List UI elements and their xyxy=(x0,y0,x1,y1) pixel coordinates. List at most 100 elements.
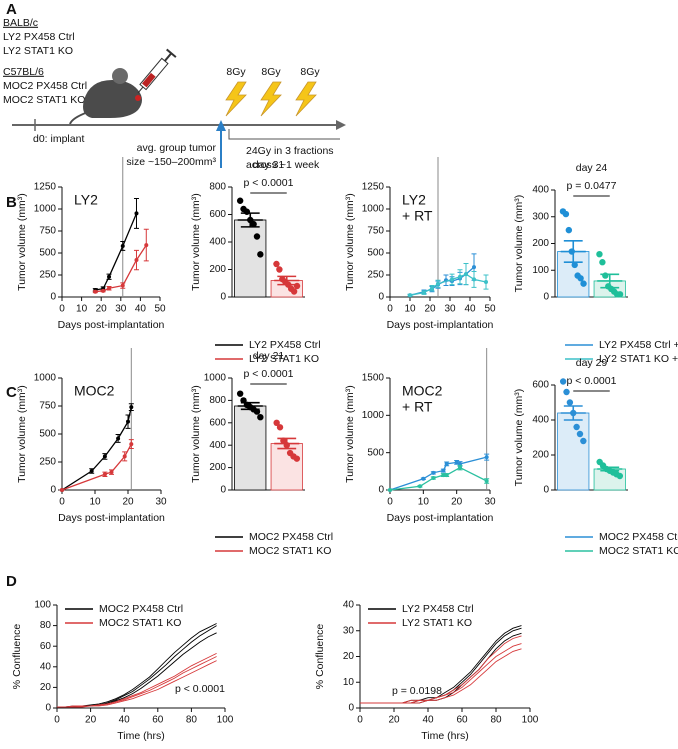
data-point xyxy=(458,465,462,470)
legend-label: LY2 STAT1 KO + RT xyxy=(599,353,678,365)
data-point xyxy=(431,470,436,475)
data-point xyxy=(102,454,107,459)
x-tick-label: 20 xyxy=(388,715,400,726)
timeline-arrowhead xyxy=(336,120,346,130)
radiation-bolt xyxy=(225,81,247,117)
p-value: p < 0.0001 xyxy=(244,368,294,380)
replicate-point xyxy=(276,424,284,431)
y-tick-label: 500 xyxy=(39,248,56,259)
y-tick-label: 800 xyxy=(209,395,226,406)
panel-label: D xyxy=(6,573,17,590)
y-tick-label: 600 xyxy=(209,209,226,220)
x-tick-label: 20 xyxy=(424,304,436,315)
y-tick-label: 600 xyxy=(532,380,549,391)
data-point xyxy=(418,484,422,489)
y-tick-label: 200 xyxy=(532,238,549,249)
y-tick-label: 750 xyxy=(367,226,384,237)
chart-title: day 31 xyxy=(253,159,285,171)
legend-label: LY2 PX458 Ctrl + RT xyxy=(599,339,678,351)
data-point xyxy=(472,265,476,270)
y-tick-label: 500 xyxy=(367,248,384,259)
y-tick-label: 500 xyxy=(39,429,56,440)
replicate-point xyxy=(566,399,574,406)
x-tick-label: 10 xyxy=(76,304,88,315)
data-point xyxy=(101,288,106,293)
replicate-point xyxy=(568,248,575,255)
x-tick-label: 0 xyxy=(59,497,65,508)
data-point xyxy=(484,280,488,285)
x-tick-label: 40 xyxy=(135,304,147,315)
x-tick-label: 80 xyxy=(186,715,198,726)
p-value: p < 0.0001 xyxy=(244,177,294,189)
legend-label: LY2 STAT1 KO xyxy=(402,617,472,629)
data-point xyxy=(421,476,426,481)
replicate-curve xyxy=(360,635,522,704)
replicate-point xyxy=(236,197,244,204)
legend-label: MOC2 PX458 Ctrl xyxy=(99,603,183,615)
y-tick-label: 250 xyxy=(39,457,56,468)
cell-line: LY2 PX458 Ctrl xyxy=(3,31,75,43)
y-tick-label: 400 xyxy=(209,237,226,248)
x-axis-label: Days post-implantation xyxy=(387,319,494,331)
y-axis-label: Tumor volume (mm³) xyxy=(513,195,525,293)
replicate-point xyxy=(616,291,624,298)
cell-line: MOC2 STAT1 KO xyxy=(3,94,85,106)
data-point xyxy=(102,472,107,477)
panel-label: C xyxy=(6,384,17,401)
series-line xyxy=(95,213,138,291)
dose-label: 8Gy xyxy=(226,66,246,78)
y-tick-label: 20 xyxy=(40,682,52,693)
p-value: p < 0.0001 xyxy=(567,375,617,387)
y-tick-label: 300 xyxy=(532,211,549,222)
y-axis-label: Tumor volume (mm³) xyxy=(513,389,525,487)
data-point xyxy=(122,454,127,459)
legend-label: MOC2 STAT1 KO + RT xyxy=(599,545,678,557)
replicate-curve xyxy=(57,632,217,708)
y-tick-label: 0 xyxy=(50,292,56,303)
y-tick-label: 0 xyxy=(348,703,354,714)
radiation-bolt xyxy=(260,81,282,117)
replicate-point xyxy=(580,280,587,287)
y-tick-label: 0 xyxy=(45,703,51,714)
x-tick-label: 100 xyxy=(217,715,234,726)
y-axis-label: % Confluence xyxy=(314,624,326,690)
x-tick-label: 50 xyxy=(484,304,496,315)
data-point xyxy=(129,442,134,447)
y-tick-label: 200 xyxy=(532,450,549,461)
y-tick-label: 1250 xyxy=(362,182,385,193)
mouse-icon xyxy=(69,68,142,125)
x-axis-label: Days post-implantation xyxy=(58,512,165,524)
cell-line: MOC2 PX458 Ctrl xyxy=(3,80,87,92)
replicate-point xyxy=(243,208,251,215)
y-tick-label: 80 xyxy=(40,620,52,631)
y-tick-label: 750 xyxy=(39,226,56,237)
data-point xyxy=(129,405,134,410)
y-tick-label: 750 xyxy=(39,401,56,412)
x-tick-label: 30 xyxy=(484,497,496,508)
x-axis-label: Time (hrs) xyxy=(421,730,468,742)
data-point xyxy=(458,274,462,279)
replicate-point xyxy=(283,442,290,449)
replicate-point xyxy=(257,251,264,258)
replicate-point xyxy=(257,414,264,421)
replicate-point xyxy=(596,251,603,258)
data-point xyxy=(472,277,476,282)
y-tick-label: 1000 xyxy=(34,373,57,384)
chart-title: MOC2 xyxy=(402,383,443,399)
replicate-point xyxy=(250,220,257,228)
y-tick-label: 600 xyxy=(209,417,226,428)
data-point xyxy=(109,470,114,475)
replicate-point xyxy=(577,275,584,282)
replicate-point xyxy=(571,261,578,269)
y-tick-label: 20 xyxy=(343,651,355,662)
replicate-point xyxy=(562,210,570,218)
strain: BALB/c xyxy=(3,17,38,29)
y-tick-label: 0 xyxy=(220,292,226,303)
replicate-point xyxy=(273,419,280,426)
replicate-point xyxy=(576,430,584,438)
x-tick-label: 30 xyxy=(444,304,456,315)
data-point xyxy=(441,468,446,473)
y-tick-label: 40 xyxy=(343,600,355,611)
data-point xyxy=(116,436,121,441)
